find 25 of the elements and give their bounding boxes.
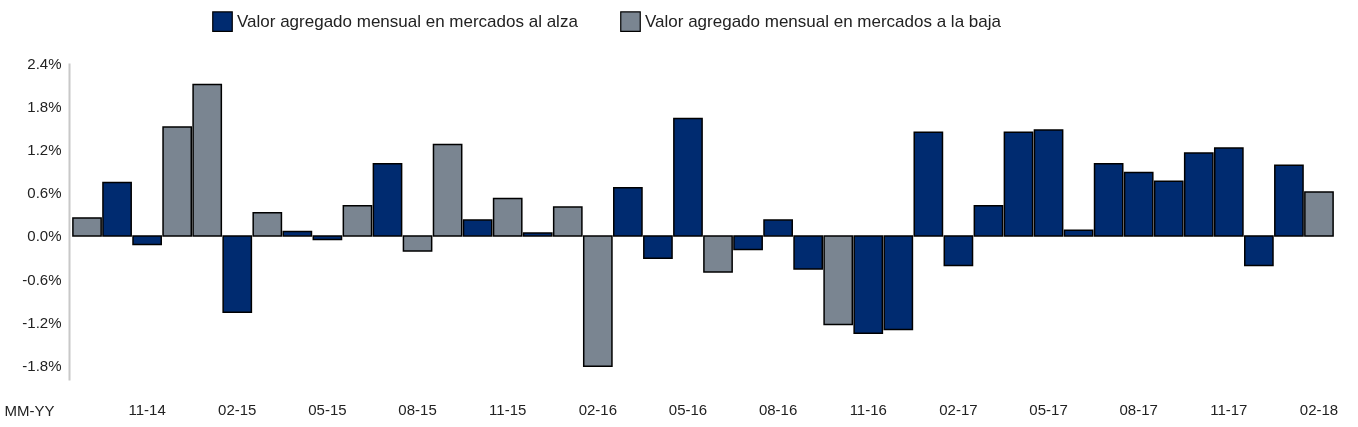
x-tick-label: 02-16 xyxy=(578,400,618,418)
x-tick-label: 02-18 xyxy=(1299,400,1339,418)
x-tick-label: 11-14 xyxy=(128,400,166,418)
x-tick-label: 08-15 xyxy=(398,400,437,418)
legend-label: Valor agregado mensual en mercados al alza xyxy=(237,11,579,31)
y-tick-label: -1.2% xyxy=(22,313,62,331)
x-tick-label: 05-15 xyxy=(308,400,347,418)
y-tick-label: -0.6% xyxy=(22,270,62,288)
y-tick-label: -1.8% xyxy=(22,357,62,375)
y-tick-label: 0.6% xyxy=(27,184,62,202)
x-tick-label: 08-17 xyxy=(1119,400,1158,418)
x-tick-label: 02-17 xyxy=(939,400,978,418)
y-tick-label: 1.2% xyxy=(27,140,62,158)
y-tick-label: 2.4% xyxy=(27,54,62,72)
y-tick-label: 1.8% xyxy=(27,97,62,115)
x-tick-label: 11-17 xyxy=(1210,400,1248,418)
y-tick-label: 0.0% xyxy=(27,227,62,245)
x-tick-label: 02-15 xyxy=(218,400,257,418)
x-tick-label: 11-15 xyxy=(489,400,527,418)
x-tick-label: 08-16 xyxy=(758,400,798,418)
legend-label: Valor agregado mensual en mercados a la baja xyxy=(645,11,1002,31)
x-tick-label: 11-16 xyxy=(849,400,887,418)
x-tick-label: 05-17 xyxy=(1029,400,1068,418)
x-axis-title: MM-YY xyxy=(4,401,55,419)
x-tick-label: 05-16 xyxy=(668,400,708,418)
